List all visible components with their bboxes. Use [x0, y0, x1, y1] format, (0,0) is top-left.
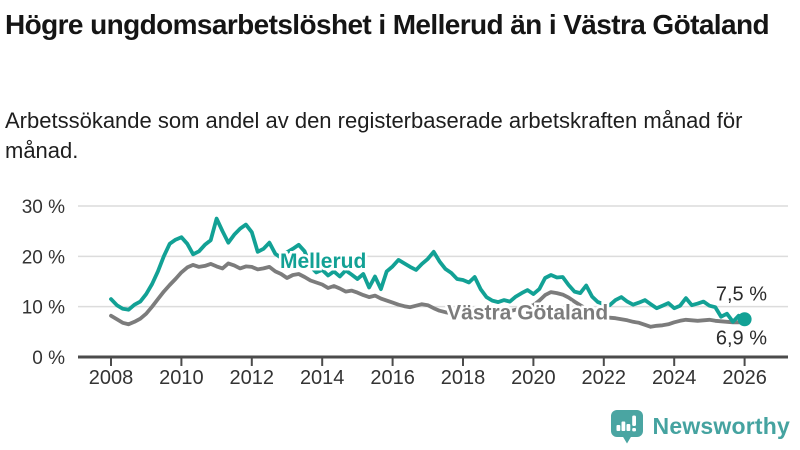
- x-axis-label: 2020: [511, 367, 556, 389]
- v-stra-g-taland-line: [109, 261, 747, 329]
- chart-title: Högre ungdomsarbetslöshet i Mellerud än …: [5, 9, 770, 40]
- x-axis-label: 2024: [652, 367, 697, 389]
- newsworthy-logo-text: Newsworthy: [652, 413, 790, 439]
- chart-subtitle: Arbetssökande som andel av den registerb…: [5, 108, 743, 163]
- y-axis-label: 30 %: [22, 197, 65, 218]
- y-axis-label: 20 %: [22, 247, 65, 268]
- mellerud-end-dot: [737, 312, 752, 327]
- x-axis-label: 2022: [582, 367, 627, 389]
- x-axis-label: 2018: [441, 367, 486, 389]
- x-axis-label: 2012: [230, 367, 275, 389]
- mellerud-series-label: Mellerud: [280, 250, 366, 273]
- x-axis-label: 2026: [722, 367, 767, 389]
- x-axis-label: 2010: [159, 367, 204, 389]
- v-stra-g-taland-series-label: Västra Götaland: [447, 301, 608, 324]
- y-axis-label: 10 %: [22, 298, 65, 319]
- mellerud-end-value-label: 7,5 %: [716, 283, 767, 305]
- mellerud-line: [109, 216, 747, 324]
- newsworthy-logo-icon: [610, 410, 643, 444]
- x-axis-label: 2014: [300, 367, 345, 389]
- x-axis-label: 2008: [89, 367, 134, 389]
- v-stra-g-taland-end-value-label: 6,9 %: [716, 327, 767, 349]
- newsworthy-logo: Newsworthy: [610, 409, 790, 444]
- y-axis-label: 0 %: [32, 348, 65, 369]
- x-axis-label: 2016: [370, 367, 415, 389]
